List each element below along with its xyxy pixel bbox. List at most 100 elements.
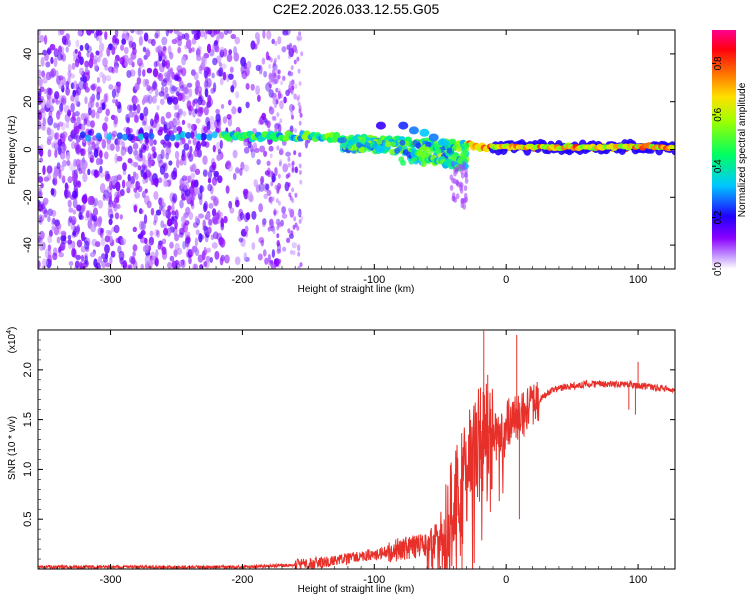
spectrogram-cell xyxy=(158,153,164,160)
spectrogram-cell xyxy=(127,134,134,141)
spectrogram-cell xyxy=(114,30,119,38)
spectrogram-cell xyxy=(280,80,284,86)
spectrogram-cell xyxy=(219,256,224,266)
spectrogram-cell xyxy=(55,99,60,105)
spectrogram-cell xyxy=(187,139,192,145)
spectrogram-cell xyxy=(288,70,291,76)
spectrogram-cell xyxy=(128,111,135,118)
spectrogram-cell xyxy=(151,81,158,90)
spectrogram-cell xyxy=(38,237,43,244)
spectrogram-cell xyxy=(298,219,302,224)
spectrogram-cell xyxy=(194,168,201,175)
spectrogram-cell xyxy=(54,219,60,227)
spectrogram-cell xyxy=(174,233,180,242)
spectrogram-cell xyxy=(79,44,84,51)
spectrogram-cell xyxy=(42,49,47,56)
spectrogram-cell xyxy=(172,119,178,126)
spectrogram-cell xyxy=(52,177,58,186)
spectrogram-cell xyxy=(206,43,212,54)
spectrogram-cell xyxy=(206,67,212,77)
spectrogram-cell xyxy=(54,70,59,77)
spectrogram-cell xyxy=(79,161,86,172)
spectrogram-cell xyxy=(106,142,112,151)
spectrogram-cell xyxy=(389,141,396,148)
spectrogram-cell xyxy=(217,175,223,184)
spectrogram-cell xyxy=(275,198,279,204)
spectrogram-cell xyxy=(291,168,295,174)
spectrogram-cell xyxy=(230,85,235,93)
spectrogram-cell xyxy=(212,196,219,207)
spectrogram-cell xyxy=(58,82,65,90)
spectrogram-cell xyxy=(389,148,396,155)
spectrogram-cell xyxy=(63,104,70,114)
spectrogram-cell xyxy=(114,153,119,164)
spectrogram-cell xyxy=(168,141,172,149)
spectrogram-cell xyxy=(58,75,64,81)
spectrogram-cell xyxy=(47,249,52,259)
spectrogram-cell xyxy=(274,41,278,46)
spectrogram-cell xyxy=(263,150,268,157)
spectrogram-cell xyxy=(75,158,81,168)
spectrogram-cell xyxy=(111,46,116,56)
spectrogram-cell xyxy=(106,133,113,141)
spectrogram-cell xyxy=(137,165,142,171)
spectrogram-cell xyxy=(105,75,112,82)
spectrogram-cell xyxy=(267,55,271,61)
spectrogram-cell xyxy=(190,200,194,207)
spectrogram-cell xyxy=(231,106,237,115)
spectrogram-cell xyxy=(452,178,457,185)
spectrogram-cell xyxy=(57,121,64,127)
spectrogram-cell xyxy=(103,93,108,104)
spectrogram-cell xyxy=(171,204,175,213)
spectrogram-cell xyxy=(250,40,256,50)
spectrogram-cell xyxy=(67,239,73,245)
spectrogram-cell xyxy=(73,125,80,135)
spectrogram-cell xyxy=(77,30,83,37)
spectrogram-cell xyxy=(137,133,144,141)
spectrogram-cell xyxy=(181,153,186,161)
spectrogram-cell xyxy=(183,32,190,41)
spectrogram-cell xyxy=(275,209,279,215)
spectrogram-cell xyxy=(48,229,53,238)
spectrogram-cell xyxy=(73,80,78,90)
spectrogram-cell xyxy=(132,244,138,252)
spectrogram-cell xyxy=(113,202,118,212)
spectrogram-cell xyxy=(243,252,248,262)
spectrogram-cell xyxy=(400,159,407,166)
spectrogram-cell xyxy=(117,189,122,198)
spectrogram-cell xyxy=(116,203,121,210)
spectrogram-cell xyxy=(201,133,208,141)
spectrogram-cell xyxy=(79,261,83,269)
spectrogram-cell xyxy=(460,153,467,160)
spectrogram-cell xyxy=(266,30,272,40)
spectrogram-cell xyxy=(95,132,102,140)
spectrogram-cell xyxy=(298,163,302,169)
spectrogram-cell xyxy=(141,143,147,154)
spectrogram-cell xyxy=(54,149,58,158)
spectrogram-cell xyxy=(154,114,160,124)
spectrogram-cell xyxy=(113,224,120,234)
spectrogram-cell xyxy=(85,112,90,121)
spectrogram-cell xyxy=(255,224,259,234)
spectrogram-cell xyxy=(66,159,71,167)
spectrogram-cell xyxy=(67,70,72,78)
spectrogram-cell xyxy=(99,71,104,78)
spectrogram-cell xyxy=(287,182,291,188)
spectrogram-cell xyxy=(268,72,272,78)
spectrogram-cell xyxy=(259,115,265,125)
spectrogram-cell xyxy=(177,108,184,116)
spectrogram-cell xyxy=(76,239,83,248)
spectrogram-cell xyxy=(263,193,268,200)
spectrogram-cell xyxy=(105,195,110,201)
spectrogram-cell xyxy=(44,248,49,259)
spectrogram-cell xyxy=(165,146,171,156)
spectrogram-cell xyxy=(38,236,41,243)
spectrogram-cell xyxy=(203,126,209,134)
spectrogram-cell xyxy=(203,70,208,79)
spectrogram-cell xyxy=(116,132,123,140)
spectrogram-cell xyxy=(140,114,144,122)
spectrogram-cell xyxy=(269,57,273,63)
spectrogram-cell xyxy=(153,139,157,146)
spectrogram-cell xyxy=(134,114,140,124)
spectrogram-cell xyxy=(267,74,271,80)
